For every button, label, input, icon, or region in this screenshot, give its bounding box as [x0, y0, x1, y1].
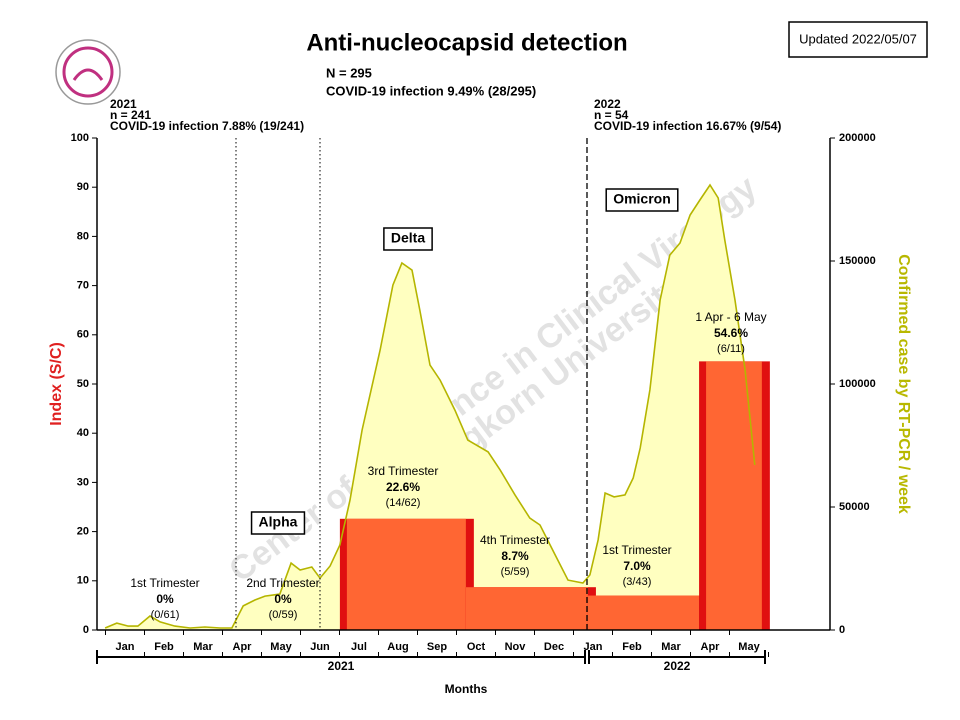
bar — [465, 587, 588, 630]
x-tick-label: May — [738, 641, 760, 653]
bar-count: (6/11) — [717, 343, 745, 355]
variant-label: Omicron — [613, 191, 671, 207]
x-tick-label: Dec — [544, 641, 564, 653]
y-tick-label: 70 — [77, 280, 89, 292]
bar-value-label: 0% — [156, 592, 174, 606]
x-tick-label: Mar — [193, 641, 213, 653]
updated-box — [788, 21, 928, 58]
x-tick-label: Apr — [233, 641, 253, 653]
y-axis-label: Index (S/C) — [48, 342, 65, 426]
bar-name: 3rd Trimester — [368, 464, 439, 478]
bar-count: (0/61) — [151, 609, 180, 621]
y-tick-label: 30 — [77, 476, 89, 488]
logo — [55, 39, 121, 105]
bar-name: 4th Trimester — [480, 533, 550, 547]
x-axis-label: Months — [445, 682, 488, 696]
summary: COVID-19 infection 9.49% (28/295) — [326, 83, 536, 98]
x-tick-label: Nov — [505, 641, 527, 653]
bar-count: (5/59) — [501, 566, 530, 578]
bar-count: (3/43) — [623, 576, 652, 588]
y2-axis-label: Confirmed case by RT-PCR / week — [895, 254, 912, 514]
x-tick-label: Jul — [351, 641, 367, 653]
bar — [346, 518, 466, 630]
variant-box — [605, 188, 679, 212]
bar-value-label: 54.6% — [714, 326, 748, 340]
x-tick-label: May — [270, 641, 292, 653]
y-tick-label: 40 — [77, 427, 89, 439]
bar-value-label: 7.0% — [623, 559, 651, 573]
bar — [587, 595, 700, 630]
x-tick-label: Sep — [427, 641, 447, 653]
bar-count: (0/59) — [269, 609, 298, 621]
summary: N = 295 — [326, 65, 372, 80]
year-note: n = 54 — [594, 108, 629, 122]
y-tick-label: 100 — [71, 132, 89, 144]
bar-value-label: 8.7% — [501, 549, 529, 563]
y-tick-label: 20 — [77, 526, 89, 538]
year-label: 2022 — [664, 659, 691, 673]
variant-label: Delta — [391, 230, 425, 246]
y-tick-label: 10 — [77, 575, 89, 587]
x-tick-label: Jan — [116, 641, 135, 653]
y-tick-label: 60 — [77, 329, 89, 341]
y2-tick-label: 0 — [839, 624, 845, 636]
year-note: 2021 — [110, 97, 137, 111]
cases-area — [105, 185, 755, 630]
year-note: COVID-19 infection 7.88% (19/241) — [110, 119, 304, 133]
x-tick-label: Feb — [154, 641, 174, 653]
y2-tick-label: 200000 — [839, 132, 876, 144]
y2-tick-label: 100000 — [839, 378, 876, 390]
x-tick-label: Jan — [584, 641, 603, 653]
y-tick-label: 0 — [83, 624, 89, 636]
variant-box — [383, 227, 433, 251]
bar-count: (14/62) — [386, 497, 421, 509]
bar-name: 1st Trimester — [130, 576, 199, 590]
bar-name: 1 Apr - 6 May — [695, 310, 766, 324]
variant-box — [250, 511, 306, 535]
x-tick-label: Feb — [622, 641, 642, 653]
variant-label: Alpha — [259, 514, 298, 530]
bar-name: 2nd Trimester — [246, 576, 319, 590]
x-tick-label: Oct — [467, 641, 486, 653]
y2-tick-label: 150000 — [839, 255, 876, 267]
bar-value-label: 0% — [274, 592, 292, 606]
updated: Updated 2022/05/07 — [799, 31, 917, 46]
year-note: n = 241 — [110, 108, 151, 122]
cases-line — [104, 183, 756, 629]
year-note: COVID-19 infection 16.67% (9/54) — [594, 119, 781, 133]
chart-title: Anti-nucleocapsid detection — [306, 29, 627, 56]
year-note: 2022 — [594, 97, 621, 111]
x-tick-label: Mar — [661, 641, 681, 653]
y-tick-label: 80 — [77, 230, 89, 242]
x-tick-label: Aug — [387, 641, 408, 653]
x-tick-label: Jun — [310, 641, 330, 653]
y-tick-label: 90 — [77, 181, 89, 193]
x-tick-label: Apr — [701, 641, 721, 653]
bar — [706, 361, 762, 630]
year-label: 2021 — [328, 659, 355, 673]
y2-tick-label: 50000 — [839, 501, 870, 513]
bar-name: 1st Trimester — [602, 543, 671, 557]
bar-value-label: 22.6% — [386, 480, 420, 494]
y-tick-label: 50 — [77, 378, 89, 390]
